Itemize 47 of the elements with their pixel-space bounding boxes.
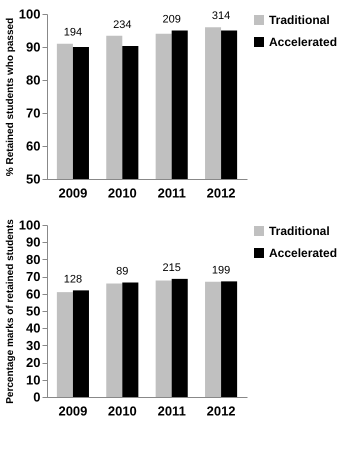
annotation: 234 xyxy=(113,18,132,31)
annotation: 89 xyxy=(116,265,128,278)
bar xyxy=(72,290,89,397)
legend-label: Accelerated xyxy=(269,246,338,260)
x-tick-label: 2010 xyxy=(108,404,137,418)
x-tick-label: 2010 xyxy=(108,186,137,200)
bar xyxy=(156,280,172,397)
y-tick-label: 100 xyxy=(18,6,40,22)
annotation: 128 xyxy=(64,273,82,286)
y-tick-label: 50 xyxy=(26,172,40,186)
bar xyxy=(172,278,188,397)
annotation: 215 xyxy=(162,262,181,274)
y-tick-label: 20 xyxy=(26,355,40,370)
x-tick-label: 2012 xyxy=(206,186,236,200)
y-tick-label: 80 xyxy=(26,72,40,88)
annotation: 209 xyxy=(162,14,181,26)
bar xyxy=(122,282,138,397)
y-tick-label: 30 xyxy=(26,338,40,353)
y-tick-label: 100 xyxy=(18,218,40,232)
x-tick-label: 2012 xyxy=(206,404,236,418)
x-tick-label: 2009 xyxy=(58,404,88,418)
legend-label: Accelerated xyxy=(269,35,338,49)
y-tick-label: 0 xyxy=(33,390,40,404)
annotation: 194 xyxy=(64,26,82,39)
legend-label: Traditional xyxy=(269,224,330,238)
x-tick-label: 2011 xyxy=(158,186,186,200)
bar xyxy=(221,281,238,397)
annotation: 199 xyxy=(212,264,230,276)
y-tick-label: 70 xyxy=(26,269,40,284)
annotation: 314 xyxy=(212,10,230,22)
y-tick-label: 90 xyxy=(26,234,40,250)
y-axis-title: % Retained students who passed xyxy=(4,18,16,176)
x-tick-label: 2011 xyxy=(158,404,186,418)
legend-label: Traditional xyxy=(269,13,330,27)
y-tick-label: 40 xyxy=(26,320,40,336)
bar xyxy=(205,282,222,397)
y-tick-label: 10 xyxy=(26,372,40,388)
y-tick-label: 50 xyxy=(26,304,40,318)
y-tick-label: 80 xyxy=(26,252,40,267)
x-tick-label: 2009 xyxy=(58,186,88,200)
y-axis-title: Percentage marks of retained students xyxy=(4,218,16,404)
bar xyxy=(56,292,73,397)
y-tick-label: 60 xyxy=(26,138,40,154)
bar xyxy=(106,283,122,397)
y-tick-label: 70 xyxy=(26,106,40,120)
y-tick-label: 60 xyxy=(26,286,40,302)
y-tick-label: 90 xyxy=(26,40,40,54)
